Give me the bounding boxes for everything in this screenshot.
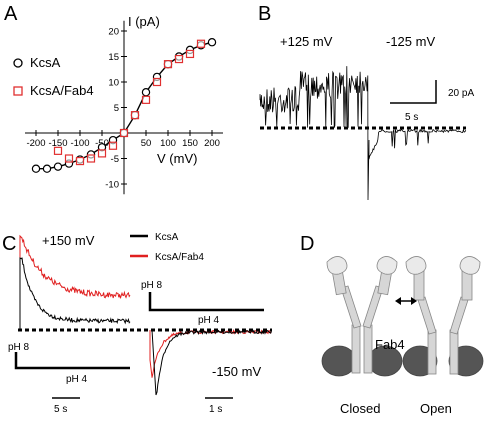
iv-points bbox=[31, 38, 217, 173]
transition-arrow bbox=[395, 297, 417, 305]
fab4-label: Fab4 bbox=[375, 337, 405, 352]
scalebar-c-right-label: 1 s bbox=[209, 404, 222, 415]
protocol-bottom-line bbox=[14, 352, 130, 370]
iv-point-fab4 bbox=[119, 128, 129, 138]
scalebar-c-left-label: 5 s bbox=[54, 404, 67, 415]
iv-point-kcsa bbox=[42, 164, 52, 173]
scalebar-b bbox=[390, 80, 437, 104]
iv-point-fab4 bbox=[141, 95, 151, 104]
iv-point-fab4 bbox=[174, 54, 184, 64]
trace-b bbox=[259, 66, 467, 201]
iv-point-fab4 bbox=[75, 156, 85, 166]
legend-label-kcsa: KcsA bbox=[30, 55, 61, 70]
closed-label: Closed bbox=[340, 401, 380, 416]
iv-x-tick-label: 50 bbox=[141, 138, 152, 149]
iv-point-fab4 bbox=[97, 149, 107, 158]
iv-y-tick-label: -5 bbox=[111, 154, 119, 165]
closed-channel bbox=[321, 256, 403, 377]
legend-label-kcsa-c: KcsA bbox=[155, 232, 179, 243]
voltage-label-neg-c: -150 mV bbox=[212, 364, 261, 379]
iv-point-fab4 bbox=[108, 141, 118, 150]
iv-x-tick-label: 100 bbox=[160, 138, 176, 149]
scalebar-y-label-b: 20 pA bbox=[448, 88, 474, 99]
voltage-label-neg-b: -125 mV bbox=[386, 34, 435, 49]
legend-marker-kcsa bbox=[13, 58, 23, 68]
iv-point-kcsa bbox=[53, 162, 63, 171]
iv-x-tick-label: 200 bbox=[204, 138, 220, 149]
iv-point-fab4 bbox=[53, 146, 63, 155]
trace-c-kcsa-pos bbox=[19, 257, 131, 330]
iv-point-fab4 bbox=[196, 39, 206, 48]
iv-y-tick-label: -10 bbox=[105, 180, 119, 191]
open-channel bbox=[402, 256, 484, 377]
iv-point-fab4 bbox=[64, 154, 74, 163]
legend-label-fab4: KcsA/Fab4 bbox=[30, 83, 94, 98]
iv-x-label: V (mV) bbox=[157, 151, 197, 166]
iv-point-fab4 bbox=[152, 77, 162, 87]
protocol-bottom-ph-start: pH 8 bbox=[8, 342, 30, 353]
iv-point-kcsa bbox=[31, 164, 41, 173]
iv-y-label: I (pA) bbox=[128, 14, 160, 29]
panel-letter-b: B bbox=[258, 3, 271, 25]
gating-diagram: Fab4 Closed Open bbox=[321, 256, 484, 416]
trace-c-fab4-pos bbox=[19, 234, 131, 330]
iv-point-fab4 bbox=[130, 111, 140, 120]
iv-x-tick-label: 150 bbox=[182, 138, 198, 149]
open-label: Open bbox=[420, 401, 452, 416]
iv-point-fab4 bbox=[163, 60, 173, 69]
iv-y-tick-label: 10 bbox=[108, 78, 119, 89]
protocol-bottom-ph-end: pH 4 bbox=[66, 374, 88, 385]
panel-letter-a: A bbox=[4, 3, 18, 25]
legend-label-fab4-c: KcsA/Fab4 bbox=[155, 252, 204, 263]
iv-point-kcsa bbox=[141, 87, 151, 97]
legend-marker-fab4 bbox=[13, 86, 23, 96]
single-channel-traces: +125 mV -125 mV 20 pA 5 s bbox=[259, 34, 474, 201]
iv-y-tick-label: 15 bbox=[108, 52, 119, 63]
trace-c-kcsa-neg bbox=[151, 329, 272, 396]
iv-point-fab4 bbox=[185, 49, 195, 59]
panel-letter-d: D bbox=[300, 233, 314, 255]
panel-letter-c: C bbox=[2, 233, 16, 255]
protocol-top-ph-end: pH 4 bbox=[198, 315, 220, 326]
iv-x-tick-label: -150 bbox=[48, 138, 67, 149]
iv-y-tick-label: 5 bbox=[114, 103, 119, 114]
ph-jump-traces: +150 mV -150 mV KcsA KcsA/Fab4 pH 8 pH 4… bbox=[8, 232, 272, 415]
protocol-top-line bbox=[148, 292, 264, 312]
iv-point-kcsa bbox=[207, 38, 217, 47]
voltage-label-pos-b: +125 mV bbox=[280, 34, 333, 49]
iv-y-tick-label: 20 bbox=[108, 27, 119, 38]
voltage-label-pos-c: +150 mV bbox=[42, 233, 95, 248]
iv-point-fab4 bbox=[86, 154, 96, 163]
iv-x-tick-label: -200 bbox=[26, 138, 45, 149]
scalebar-x-label-b: 5 s bbox=[405, 112, 418, 123]
protocol-top-ph-start: pH 8 bbox=[141, 280, 163, 291]
iv-x-tick-label: -100 bbox=[70, 138, 89, 149]
